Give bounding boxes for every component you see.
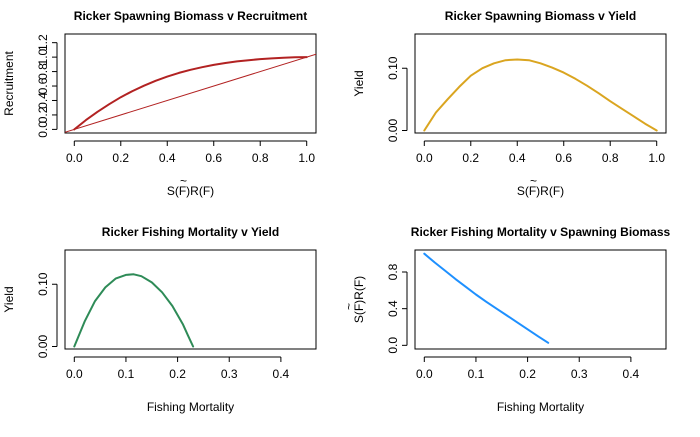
- x-tick-label: 0.2: [519, 367, 536, 381]
- y-tick-label: 0.10: [36, 272, 50, 296]
- chart-panel-2: Ricker Spawning Biomass v Yield 0.0 0.2 0.4…: [352, 9, 667, 198]
- chart-title: Ricker Fishing Mortality v Yield: [102, 225, 279, 239]
- x-tick-label: 0.2: [112, 151, 129, 165]
- y-axis-label: Yield: [352, 70, 366, 96]
- x-tick-label: 0.4: [273, 367, 290, 381]
- plot-frame: [64, 33, 317, 134]
- x-tick-label: 0.1: [468, 367, 485, 381]
- series-line-2: [65, 53, 316, 133]
- x-tick-label: 0.8: [602, 151, 619, 165]
- chart-panel-4: Ricker Fishing Mortality v Spawning Biom…: [342, 225, 671, 414]
- x-tick-label: 0.0: [416, 367, 433, 381]
- series-line-1: [423, 252, 550, 344]
- y-tick-label: 0.4: [386, 300, 400, 317]
- y-tick-label: 0.00: [386, 119, 400, 143]
- y-tick-label: 0.6: [36, 77, 50, 94]
- x-tick-label: 0.8: [252, 151, 269, 165]
- x-tick-label: 0.6: [555, 151, 572, 165]
- x-axis-label-tilde: ~: [530, 174, 537, 188]
- x-tick-label: 0.0: [416, 151, 433, 165]
- x-tick-label: 0.1: [118, 367, 135, 381]
- y-axis-label: Yield: [2, 286, 16, 312]
- chart-panel-1: Ricker Spawning Biomass v Recruitment 0.0…: [2, 9, 317, 198]
- y-tick-label: 0.0: [386, 337, 400, 354]
- x-axis-label: S(F)R(F): [517, 184, 564, 198]
- series-line-1: [73, 273, 195, 348]
- x-tick-label: 1.0: [648, 151, 665, 165]
- y-tick-label: 1.2: [36, 34, 50, 51]
- y-tick-label: 0.0: [36, 121, 50, 138]
- plot-frame: [414, 33, 667, 134]
- y-axis-label: Recruitment: [2, 50, 16, 115]
- series-line-1: [423, 58, 658, 132]
- y-axis-label: S(F)R(F): [352, 276, 366, 323]
- y-tick-label: 0.8: [36, 63, 50, 80]
- x-tick-label: 0.0: [66, 151, 83, 165]
- y-tick-label: 0.4: [36, 92, 50, 109]
- x-axis-label: Fishing Mortality: [147, 400, 234, 414]
- x-tick-label: 0.0: [66, 367, 83, 381]
- x-tick-label: 0.4: [159, 151, 176, 165]
- y-tick-label: 0.2: [36, 106, 50, 123]
- y-tick-label: 0.8: [386, 263, 400, 280]
- x-tick-label: 0.4: [509, 151, 526, 165]
- x-tick-label: 0.6: [205, 151, 222, 165]
- x-axis-label-tilde: ~: [180, 174, 187, 188]
- chart-title: Ricker Spawning Biomass v Recruitment: [74, 9, 307, 23]
- chart-title: Ricker Fishing Mortality v Spawning Biom…: [411, 225, 671, 239]
- series-line-1: [73, 56, 308, 131]
- x-tick-label: 0.2: [462, 151, 479, 165]
- x-tick-label: 0.3: [571, 367, 588, 381]
- y-tick-label: 0.10: [386, 56, 400, 80]
- x-tick-label: 1.0: [298, 151, 315, 165]
- y-axis-label-tilde: ~: [342, 303, 356, 310]
- plot-frame: [414, 249, 667, 350]
- plot-frame: [64, 249, 317, 350]
- y-tick-label: 1.0: [36, 48, 50, 65]
- x-axis-label: Fishing Mortality: [497, 400, 584, 414]
- y-tick-label: 0.00: [36, 335, 50, 359]
- chart-title: Ricker Spawning Biomass v Yield: [445, 9, 636, 23]
- chart-panel-3: Ricker Fishing Mortality v Yield 0.0 0.1 0.…: [2, 225, 317, 414]
- x-tick-label: 0.4: [623, 367, 640, 381]
- x-tick-label: 0.3: [221, 367, 238, 381]
- x-tick-label: 0.2: [169, 367, 186, 381]
- x-axis-label: S(F)R(F): [167, 184, 214, 198]
